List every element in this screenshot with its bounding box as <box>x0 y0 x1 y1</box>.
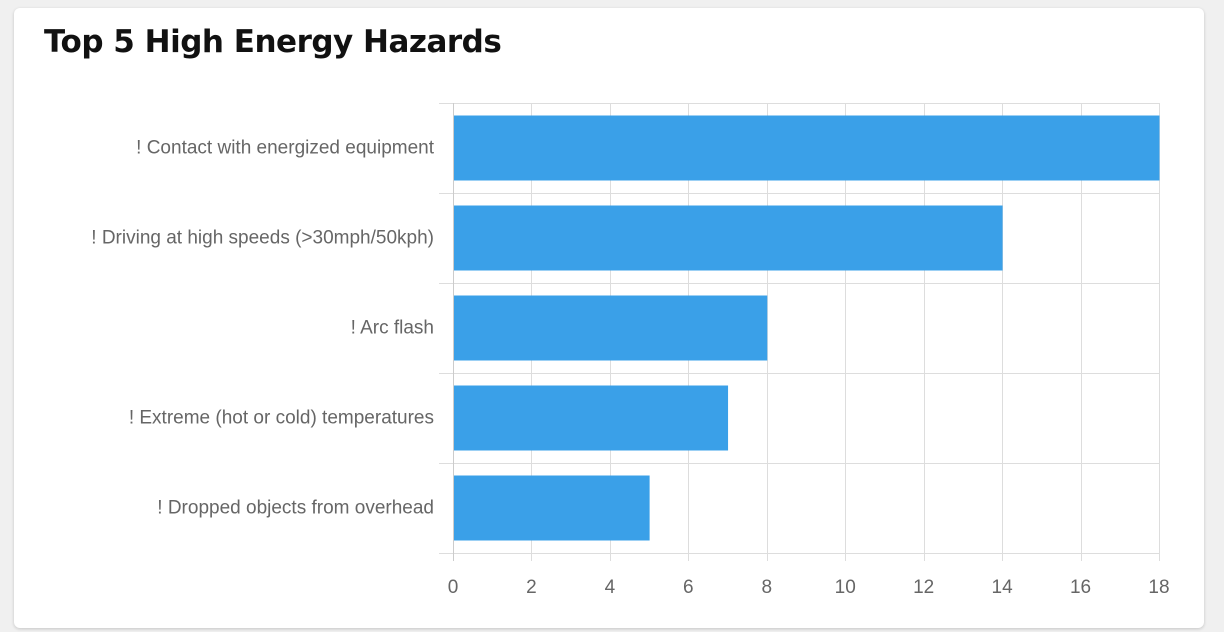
x-tick-label-5: 10 <box>835 577 856 598</box>
category-labels: ! Contact with energized equipment ! Driv… <box>91 138 434 519</box>
bar-2 <box>453 295 768 361</box>
bar-3 <box>453 385 729 451</box>
bar-1 <box>453 205 1003 271</box>
chart-title: Top 5 High Energy Hazards <box>44 24 502 60</box>
category-label-4: ! Dropped objects from overhead <box>157 498 434 519</box>
x-tick-label-3: 6 <box>683 577 694 598</box>
bar-4 <box>453 475 650 541</box>
category-label-2: ! Arc flash <box>351 318 434 339</box>
x-tick-label-8: 16 <box>1070 577 1091 598</box>
x-tick-label-7: 14 <box>992 577 1014 598</box>
category-label-0: ! Contact with energized equipment <box>136 138 435 159</box>
hazard-bar-chart: ! Contact with energized equipment ! Driv… <box>91 103 1170 598</box>
bars <box>453 115 1160 541</box>
bar-0 <box>453 115 1160 181</box>
x-tick-label-0: 0 <box>448 577 459 598</box>
x-tick-labels: 0 2 4 6 8 10 12 14 16 18 <box>448 577 1170 598</box>
x-tick-label-9: 18 <box>1148 577 1169 598</box>
x-tick-label-2: 4 <box>605 577 616 598</box>
x-tick-label-6: 12 <box>913 577 934 598</box>
x-tick-label-1: 2 <box>526 577 537 598</box>
category-label-1: ! Driving at high speeds (>30mph/50kph) <box>91 228 434 249</box>
chart-card: Top 5 High Energy Hazards ! Contact with… <box>14 8 1204 628</box>
x-tick-label-4: 8 <box>761 577 772 598</box>
category-label-3: ! Extreme (hot or cold) temperatures <box>129 408 434 429</box>
